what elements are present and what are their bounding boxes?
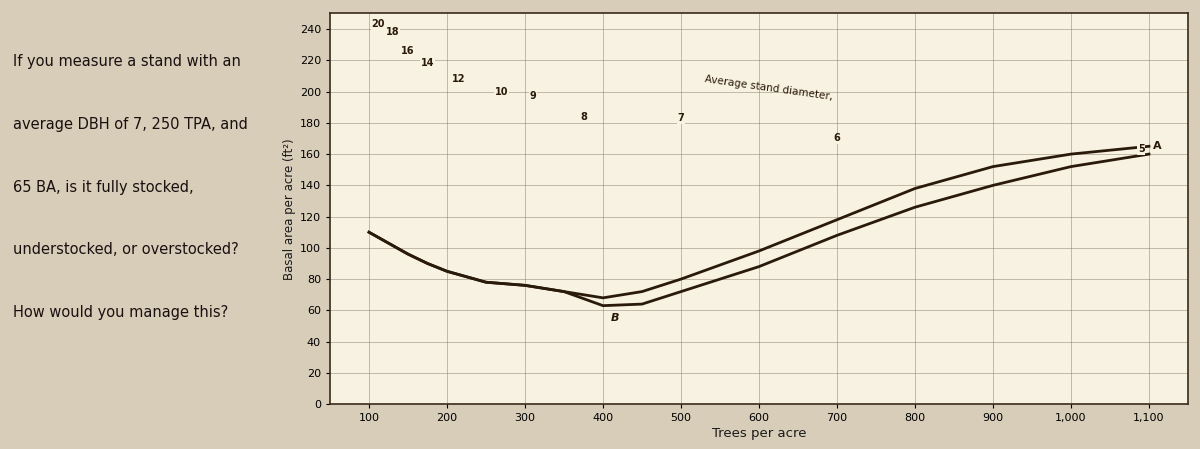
Text: average DBH of 7, 250 TPA, and: average DBH of 7, 250 TPA, and	[13, 117, 247, 132]
Text: 18: 18	[385, 27, 400, 37]
Text: 5: 5	[1138, 145, 1145, 154]
Text: 16: 16	[401, 46, 415, 56]
Text: If you measure a stand with an: If you measure a stand with an	[13, 54, 240, 69]
Text: 14: 14	[421, 58, 434, 68]
Text: 10: 10	[494, 87, 509, 97]
Y-axis label: Basal area per acre (ft²): Basal area per acre (ft²)	[282, 138, 295, 280]
X-axis label: Trees per acre: Trees per acre	[712, 427, 806, 440]
Text: 12: 12	[452, 74, 466, 84]
Text: understocked, or overstocked?: understocked, or overstocked?	[13, 242, 239, 257]
Text: 65 BA, is it fully stocked,: 65 BA, is it fully stocked,	[13, 180, 193, 194]
Text: How would you manage this?: How would you manage this?	[13, 305, 228, 320]
Text: Average stand diameter,: Average stand diameter,	[704, 75, 834, 102]
Text: B: B	[611, 313, 619, 323]
Text: 20: 20	[372, 19, 385, 29]
Text: 8: 8	[580, 112, 587, 122]
Text: 6: 6	[834, 133, 840, 144]
Text: 7: 7	[678, 113, 684, 123]
Text: 9: 9	[529, 91, 536, 101]
Text: A: A	[1153, 141, 1162, 151]
